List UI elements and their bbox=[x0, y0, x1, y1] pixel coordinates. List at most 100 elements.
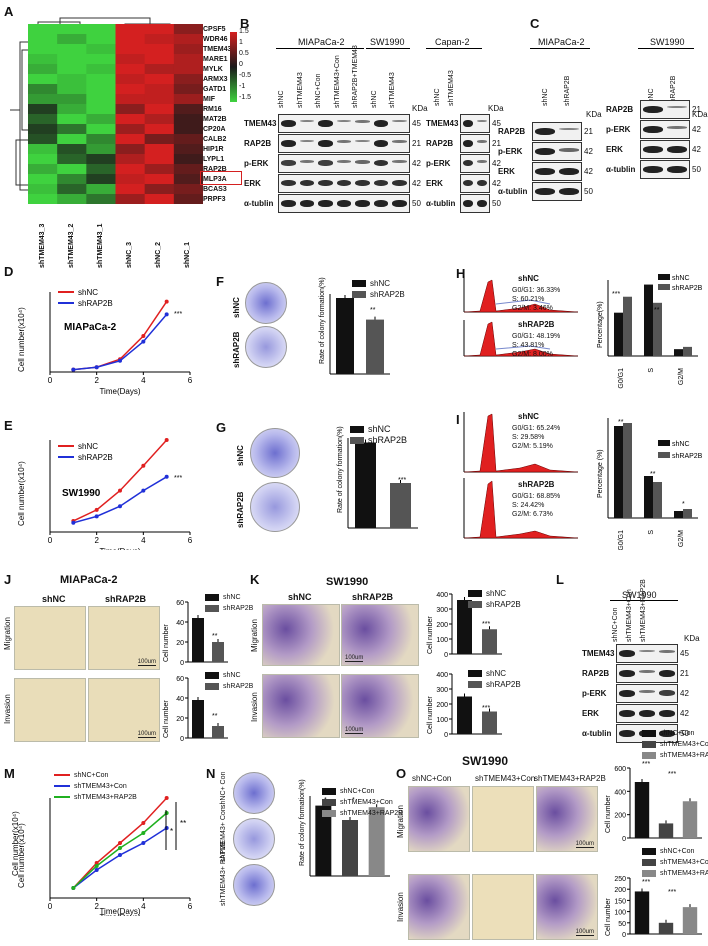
chart-d-point bbox=[94, 365, 99, 370]
c-protein-label: RAP2B bbox=[498, 127, 526, 136]
chart-o1-y-tick-label: 0 bbox=[622, 836, 626, 843]
chart-m-point bbox=[141, 841, 146, 845]
c-sw-blot-row bbox=[640, 140, 690, 159]
heatmap-cell bbox=[86, 74, 116, 85]
h-stats-shrap2b: G0/G1: 48.19% S: 43.81% G2/M: 8.00% bbox=[512, 332, 560, 359]
chart-j1-y-tick-label: 0 bbox=[180, 660, 184, 667]
heatmap-cell bbox=[86, 34, 116, 45]
chart-o1-sig: *** bbox=[642, 761, 650, 768]
b-band bbox=[281, 200, 296, 207]
dish-g-label-shrap2b: shRAP2B bbox=[236, 491, 245, 528]
heatmap-cell bbox=[57, 114, 87, 125]
chart-n-sig: * bbox=[352, 797, 355, 804]
line-under-capan bbox=[426, 48, 482, 49]
chart-g-ylabel: Rate of colony formation(%) bbox=[337, 426, 344, 513]
chart-h-legend-label: shRAP2B bbox=[672, 285, 703, 292]
b-lane-label: shNC bbox=[370, 90, 378, 108]
heatmap-cell bbox=[173, 84, 203, 95]
legend-label: shTMEM43+RAP2B bbox=[660, 870, 708, 877]
heatmap-cell bbox=[28, 84, 58, 95]
heatmap bbox=[28, 24, 203, 204]
heatmap-cell bbox=[173, 44, 203, 55]
b-band bbox=[318, 180, 333, 187]
panel-label-b: B bbox=[240, 16, 250, 31]
chart-o1-bar bbox=[658, 823, 674, 838]
heatmap-gene-label: MLP3A bbox=[203, 176, 227, 183]
chart-h-bar bbox=[674, 349, 683, 356]
l-lane-label: shTMEM43+RAP2B bbox=[640, 579, 647, 642]
dish-f-shnc bbox=[245, 282, 287, 324]
legend-entry: shTMEM43+RAP2B bbox=[322, 808, 403, 819]
chart-i-bar bbox=[623, 423, 632, 518]
b-lane-label-capan: shTMEM43 bbox=[448, 70, 455, 106]
i-stat-nc-s: S: 29.58% bbox=[512, 434, 545, 441]
panel-label-j: J bbox=[4, 572, 12, 587]
chart-j1-y-tick-label: 60 bbox=[176, 600, 184, 607]
chart-g-bar bbox=[355, 442, 376, 528]
heatmap-gene-label: MIF bbox=[203, 96, 216, 103]
b-band bbox=[355, 200, 370, 207]
chart-e-point bbox=[141, 488, 146, 493]
chart-d-point bbox=[164, 312, 169, 317]
chart-d-cell-line-label: MIAPaCa-2 bbox=[64, 322, 117, 333]
b-band bbox=[318, 200, 333, 207]
chart-h-category-label: G0/G1 bbox=[618, 368, 625, 389]
c-kda-value: 42 bbox=[584, 167, 593, 176]
panel-l-western-blot: TMEM43 45 RAP2B 21 p-ERK 42 ERK 42 α-tublin 50 bbox=[560, 644, 708, 743]
heatmap-cell bbox=[173, 104, 203, 115]
legend-swatch bbox=[468, 601, 482, 609]
heatmap-cell bbox=[173, 114, 203, 125]
chart-o2-bar bbox=[682, 907, 698, 934]
heatmap-cell bbox=[57, 84, 87, 95]
heatmap-cell bbox=[173, 74, 203, 85]
chart-i-bar bbox=[683, 509, 692, 518]
heatmap-gene-label: BCAS3 bbox=[203, 186, 227, 193]
legend-j-migration: shNC shRAP2B bbox=[205, 592, 253, 614]
c-protein-label: p-ERK bbox=[498, 147, 523, 156]
legend-label: shNC+Con bbox=[340, 788, 375, 795]
l-protein-label: α-tublin bbox=[582, 729, 612, 738]
k-image-invasion-shnc bbox=[262, 674, 340, 738]
b-band bbox=[318, 160, 333, 166]
heatmap-cell bbox=[86, 54, 116, 65]
b-band bbox=[336, 180, 352, 187]
legend-entry: shRAP2B bbox=[468, 599, 521, 610]
j-image-invasion-shnc bbox=[14, 678, 86, 742]
heatmap-sample-labels: shTMEM43_3 shTMEM43_2 shTMEM43_1 shNC_3 shNC… bbox=[28, 210, 203, 270]
chart-o2-y-tick-label: 200 bbox=[614, 887, 626, 894]
chart-o1-bar bbox=[634, 782, 650, 838]
c-band bbox=[535, 128, 555, 135]
heatmap-cell bbox=[115, 34, 146, 45]
dish-f-shrap2b bbox=[245, 326, 287, 368]
legend-label: shNC bbox=[370, 279, 391, 288]
b-capan-band bbox=[477, 120, 487, 123]
h-label-shnc: shNC bbox=[518, 274, 539, 283]
heatmap-color-scale bbox=[230, 32, 237, 102]
c-blot-row bbox=[532, 122, 582, 141]
heatmap-cell bbox=[144, 134, 175, 145]
panel-label-k: K bbox=[250, 572, 260, 587]
heatmap-cell bbox=[57, 184, 87, 195]
legend-label: shTMEM43+Con bbox=[660, 741, 708, 748]
heatmap-cell bbox=[144, 44, 175, 55]
b-blot-row bbox=[278, 114, 410, 133]
chart-m-ylabel: Cell number(x10⁴) bbox=[17, 823, 26, 888]
c-sw-blot-row bbox=[640, 120, 690, 139]
k-col-shrap2b: shRAP2B bbox=[352, 592, 394, 602]
panel-c-sw1990-label: SW1990 bbox=[650, 37, 685, 47]
panel-b-western-blot: TMEM43 45 RAP2B 21 p-ERK 42 ERK 42 α-tublin 50 TME… bbox=[244, 114, 504, 214]
heatmap-cell bbox=[28, 184, 58, 195]
legend-label: shNC+Con bbox=[660, 848, 695, 855]
l-blot-row bbox=[616, 704, 678, 723]
l-protein-label: ERK bbox=[582, 709, 599, 718]
chart-e-xlabel: Time(Days) bbox=[99, 547, 140, 550]
legend-label: shTMEM43+Con bbox=[74, 783, 127, 790]
legend-swatch bbox=[205, 671, 219, 679]
i-stat-kd-g0g1: G0/G1: 68.85% bbox=[512, 493, 561, 500]
l-lane-label: shNC+Con bbox=[612, 607, 619, 642]
chart-j2-bar bbox=[192, 700, 204, 738]
panel-b-kda-label: KDa bbox=[412, 104, 428, 113]
b-capan-band bbox=[463, 180, 473, 187]
j-title: MIAPaCa-2 bbox=[60, 574, 118, 586]
chart-k2-sig: *** bbox=[482, 705, 490, 712]
